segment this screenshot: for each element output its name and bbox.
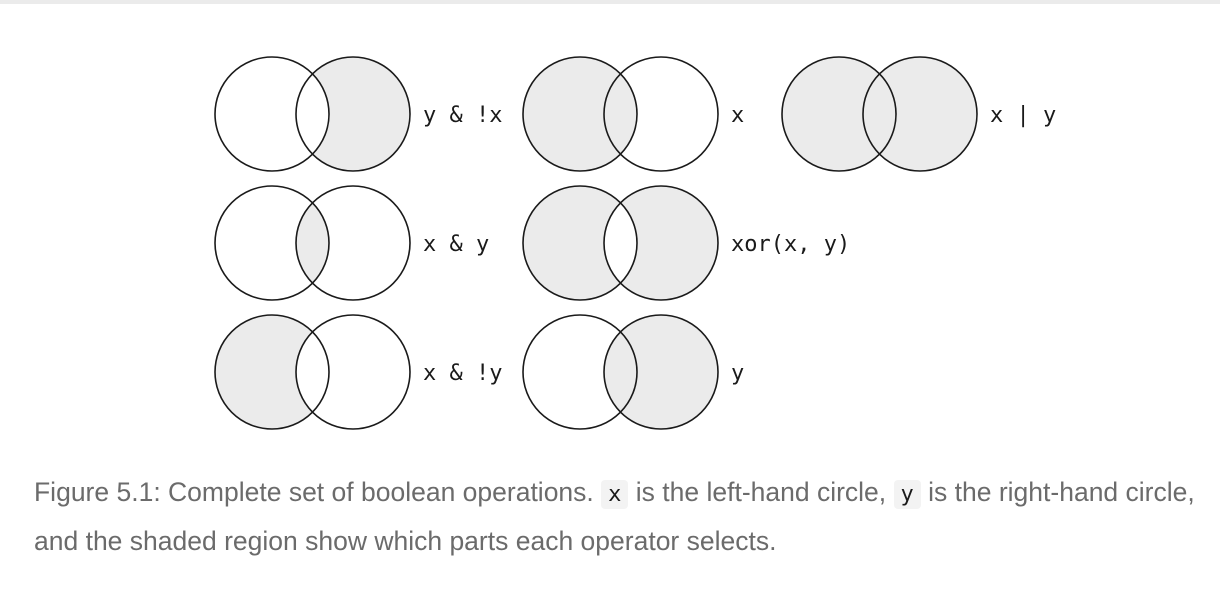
- circle-x-outline: [522, 56, 638, 172]
- caption-prefix: Figure 5.1: Complete set of boolean oper…: [34, 477, 602, 507]
- circle-x-outline: [522, 185, 638, 301]
- right-only-region: [296, 57, 410, 171]
- venn-diagram-figure: y & !x x x | y x & y xor(x, y) x & !y y: [214, 56, 1056, 430]
- venn-panel-label: xor(x, y): [731, 232, 850, 257]
- left-only-region: [523, 57, 637, 171]
- left-only-region: [782, 57, 896, 171]
- venn-panel-label: x & !y: [423, 361, 502, 386]
- right-only-region: [863, 57, 977, 171]
- circle-y-outline: [295, 56, 411, 172]
- venn-panel: x: [522, 56, 744, 172]
- circle-y-outline: [603, 185, 719, 301]
- venn-panel: y & !x: [214, 56, 502, 172]
- circle-x-outline: [781, 56, 897, 172]
- left-only-region: [215, 315, 329, 429]
- venn-panel-label: x & y: [423, 232, 489, 257]
- circle-y-outline: [603, 314, 719, 430]
- circle-x-outline: [214, 56, 330, 172]
- right-only-region: [604, 315, 718, 429]
- circle-x-outline: [214, 185, 330, 301]
- venn-panel-label: y & !x: [423, 103, 502, 128]
- caption-mid: is the left-hand circle,: [628, 477, 894, 507]
- caption-code-x: x: [601, 480, 629, 509]
- circle-y-outline: [295, 185, 411, 301]
- circle-x-outline: [522, 314, 638, 430]
- venn-panel-label: x: [731, 103, 744, 128]
- caption-suffix: is the right-hand circle, and the shaded…: [34, 477, 1195, 556]
- right-only-region: [604, 186, 718, 300]
- caption-code-y: y: [893, 480, 921, 509]
- left-only-region: [523, 186, 637, 300]
- venn-panel-label: y: [731, 361, 744, 386]
- circle-y-outline: [295, 314, 411, 430]
- venn-panel-label: x | y: [990, 103, 1056, 128]
- venn-panel: x | y: [781, 56, 1056, 172]
- circle-y-outline: [603, 56, 719, 172]
- top-divider: [0, 0, 1220, 4]
- venn-panel: x & !y: [214, 314, 502, 430]
- venn-panel: y: [522, 314, 744, 430]
- circle-y-outline: [862, 56, 978, 172]
- circle-x-outline: [214, 314, 330, 430]
- figure-caption: Figure 5.1: Complete set of boolean oper…: [34, 469, 1204, 565]
- venn-panel: x & y: [214, 185, 489, 301]
- venn-panel: xor(x, y): [522, 185, 850, 301]
